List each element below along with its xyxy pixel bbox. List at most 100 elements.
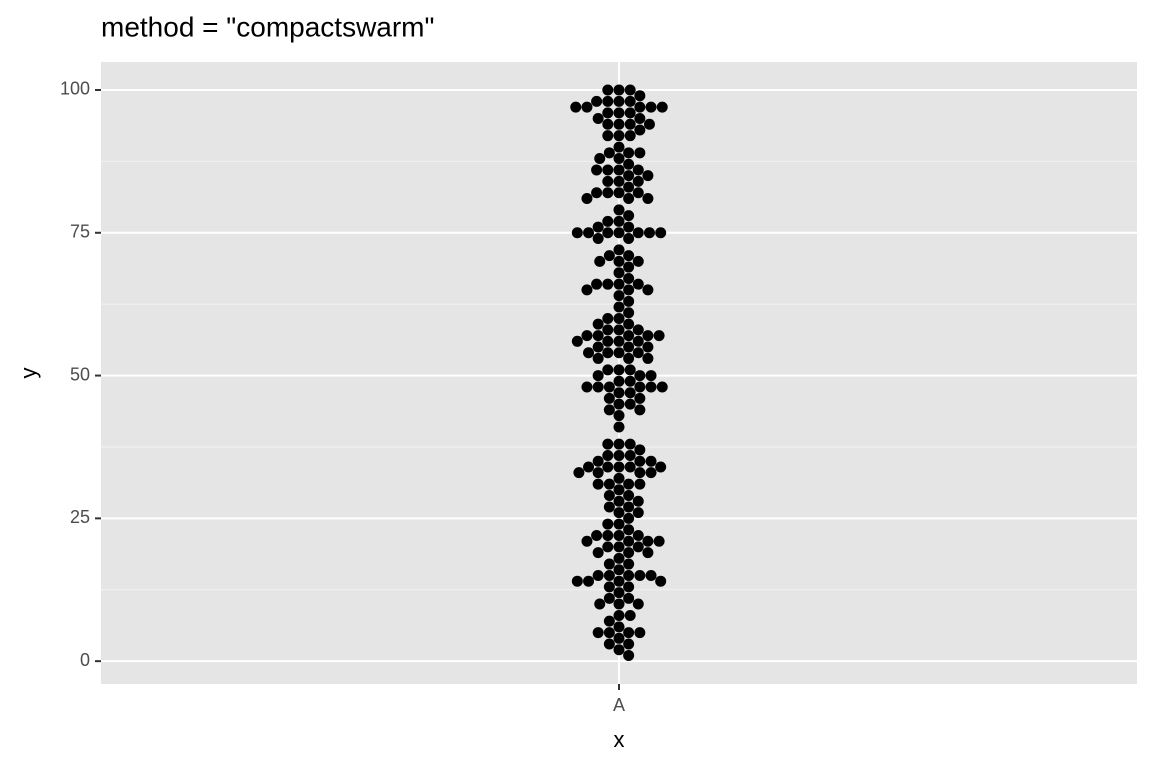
point [634,124,646,136]
point [592,232,604,244]
point [634,381,646,393]
point [573,467,585,479]
point [623,341,635,353]
point [632,598,644,610]
point [624,84,636,96]
point [613,278,625,290]
point [624,450,636,462]
point [642,352,654,364]
point [602,312,614,324]
point [613,461,625,473]
point [581,535,593,547]
point [603,478,615,490]
point [623,592,635,604]
point [623,210,635,222]
point [642,535,654,547]
point [632,347,644,359]
chart-title: method = "compactswarm" [101,11,434,42]
point [624,461,636,473]
point [591,187,603,199]
point [613,227,625,239]
point [581,284,593,296]
point [602,461,614,473]
point [634,392,646,404]
point [632,227,644,239]
point [623,490,635,502]
point [623,272,635,284]
point [592,547,604,559]
point [623,627,635,639]
point [624,107,636,119]
point [571,575,583,587]
point [632,187,644,199]
point [592,113,604,125]
point [634,478,646,490]
point [645,467,657,479]
point [581,330,593,342]
point [613,164,625,176]
point [583,575,595,587]
point [642,284,654,296]
point [613,153,625,165]
point [603,392,615,404]
y-tick-label: 25 [70,507,90,527]
point [645,101,657,113]
point [591,529,603,541]
point [602,529,614,541]
point [623,147,635,159]
point [632,255,644,267]
point [592,455,604,467]
point [634,370,646,382]
point [613,552,625,564]
point [613,529,625,541]
point [613,335,625,347]
point [632,495,644,507]
point [613,215,625,227]
point [602,84,614,96]
point [613,107,625,119]
point [634,627,646,639]
point [613,609,625,621]
point [602,175,614,187]
point [624,438,636,450]
point [624,387,636,399]
point [613,244,625,256]
y-tick-label: 0 [80,650,90,670]
point [591,164,603,176]
point [592,330,604,342]
point [634,113,646,125]
point [623,158,635,170]
point [592,478,604,490]
point [603,627,615,639]
point [581,101,593,113]
point [613,364,625,376]
point [656,101,668,113]
point [613,175,625,187]
point [613,410,625,422]
x-tick-label: A [613,695,625,715]
point [571,335,583,347]
point [623,512,635,524]
point [642,547,654,559]
point [613,575,625,587]
point [623,352,635,364]
point [623,295,635,307]
point [613,118,625,130]
point [645,381,657,393]
point [613,587,625,599]
point [613,187,625,199]
point [642,341,654,353]
point [603,558,615,570]
point [613,387,625,399]
point [634,90,646,102]
point [613,541,625,553]
point [623,193,635,205]
point [623,478,635,490]
point [632,175,644,187]
point [613,472,625,484]
point [623,221,635,233]
point [592,352,604,364]
point [613,518,625,530]
point [623,547,635,559]
point [623,638,635,650]
